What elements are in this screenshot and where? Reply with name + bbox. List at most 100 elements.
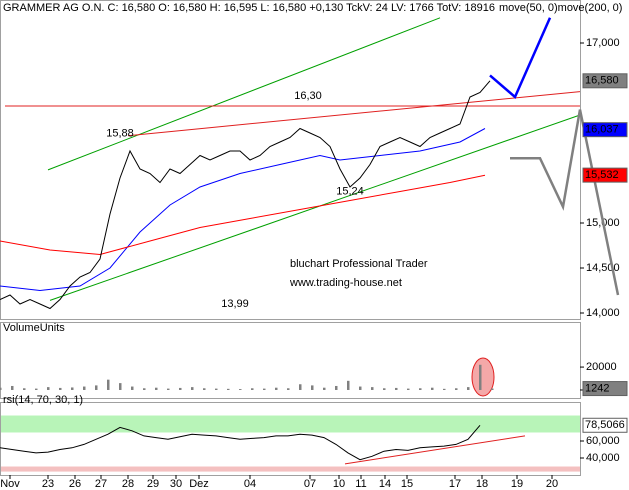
volume-bar [191,387,194,390]
volume-panel [0,322,581,399]
volume-bar [227,388,230,390]
last-value-box [582,73,628,89]
volume-bar [143,388,146,390]
volume-bar [11,385,14,390]
y-tick-label: 60,000 [586,435,620,447]
volume-bar [467,387,470,390]
volume-bar [95,385,98,390]
x-tick-label: 27 [95,478,107,490]
y-tick-label: 14,000 [586,307,620,319]
volume-bar [107,379,110,390]
x-tick-label: Dez [189,478,209,490]
volume-bar [419,388,422,390]
x-tick-label: 29 [147,478,159,490]
moving-average [0,128,486,292]
y-tick-label: 20000 [586,361,617,373]
volume-bar [479,364,482,390]
last-value: 78,5066 [585,419,625,431]
moving-average [0,174,486,256]
y-tick-label: 40,000 [586,452,620,464]
last-value: 15,532 [585,169,619,181]
trend-line [489,17,552,100]
x-tick-label: 28 [122,478,134,490]
volume-bar [119,383,122,390]
x-tick-label: 17 [449,478,461,490]
x-tick-label: 14 [379,478,391,490]
x-tick-label: 15 [401,478,413,490]
x-tick-label: 07 [304,478,316,490]
watermark: bluchart Professional Trader [290,258,428,270]
price-panel [0,0,581,320]
volume-bar [23,388,26,390]
volume-bar [431,387,434,390]
annotation: 15,88 [106,128,134,140]
annotation: 16,30 [294,90,322,102]
x-tick-label: 04 [244,478,256,490]
trend-line [344,435,526,465]
last-value: 16,037 [585,124,619,136]
x-tick-label: 30 [170,478,182,490]
x-tick-label: 26 [69,478,81,490]
last-value-box [582,167,628,183]
volume-bar [155,387,158,390]
volume-bar [35,388,38,390]
x-tick-label: Nov [0,478,20,490]
volume-bar [311,385,314,390]
volume-bar [263,388,266,390]
trend-line [49,114,581,301]
panel-title: GRAMMER AG O.N. C: 16,580 O: 16,580 H: 1… [3,2,495,14]
volume-bar [395,387,398,390]
rsi-band [1,466,580,472]
volume-bar [359,386,362,390]
last-value: 16,580 [585,75,619,87]
x-tick-label: 11 [355,478,366,490]
last-value-box [582,122,628,138]
volume-bar [455,388,458,390]
legend-entry: move(200, 0) [558,2,623,14]
panel-title: rsi(14, 70, 30, 1) [3,394,83,406]
last-value-box [582,381,628,397]
volume-bar [251,388,254,390]
y-tick-label: 14,500 [586,262,620,274]
volume-bar [71,387,74,390]
x-tick-label: 18 [476,478,488,490]
volume-bar [443,388,446,390]
volume-bar [323,387,326,390]
price-line [0,80,491,310]
volume-bar [131,386,134,390]
volume-bar [83,386,86,390]
legend-entry: move(50, 0) [499,2,558,14]
volume-bar [335,385,338,390]
panel-title: VolumeUnits [3,322,65,334]
volume-bar [347,380,350,390]
x-tick-label: 10 [333,478,345,490]
volume-bar [47,387,50,390]
volume-bar [287,388,290,390]
watermark: www.trading-house.net [289,277,402,289]
volume-bar [215,388,218,390]
volume-bar [491,388,494,390]
x-tick-label: 19 [511,478,523,490]
rsi-band [1,415,580,433]
volume-bar [203,388,206,390]
x-tick-label: 20 [546,478,558,490]
rsi-panel [0,402,581,476]
last-value-box [582,417,628,433]
volume-bar [167,388,170,390]
volume-bar [0,387,2,390]
last-value: 1242 [585,382,609,394]
volume-bar [407,388,410,390]
trend-line [47,17,441,171]
volume-bar [179,387,182,390]
volume-bar [275,387,278,390]
price-line [0,424,481,461]
y-tick-label: 17,000 [586,37,620,49]
volume-bar [371,387,374,390]
annotation: 15,24 [336,185,364,197]
trend-line [127,91,581,137]
volume-bar [299,384,302,390]
volume-bar [383,388,386,390]
annotation: 13,99 [221,298,249,310]
